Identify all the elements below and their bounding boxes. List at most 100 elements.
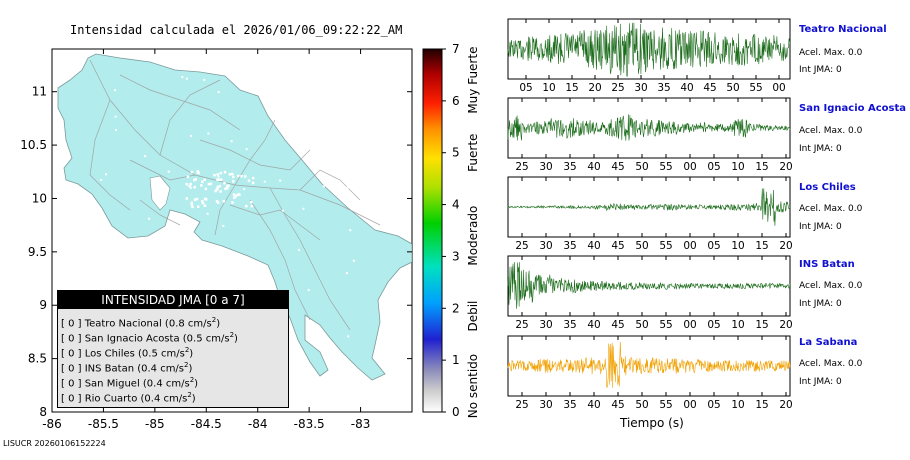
map-y-tick-label: 10 xyxy=(32,191,47,205)
seismogram-panel: 25 30 35 40 45 50 55 00 05 10 15 20 xyxy=(507,176,793,252)
station-int: Int JMA: 0 xyxy=(799,65,842,75)
town-marker xyxy=(281,209,284,212)
panel-tick-label: 30 xyxy=(539,240,552,252)
town-marker xyxy=(114,115,117,118)
town-marker xyxy=(114,89,117,92)
town-marker xyxy=(189,182,192,186)
legend-row-sup: 2 xyxy=(187,391,192,399)
colorbar-tick-label: 2 xyxy=(452,301,460,315)
panel-tick-label: 35 xyxy=(563,399,576,411)
town-marker xyxy=(185,77,188,80)
town-marker xyxy=(206,212,209,215)
legend-row-sup: 2 xyxy=(211,316,217,324)
town-marker xyxy=(191,205,194,209)
map-x-tick-label: -83.5 xyxy=(294,417,325,431)
panel-tick-label: 50 xyxy=(635,319,648,331)
town-marker xyxy=(213,173,216,177)
town-marker xyxy=(196,170,200,173)
legend-row-suffix: ) xyxy=(189,348,194,360)
station-int: Int JMA: 0 xyxy=(799,377,842,387)
panel-tick-label: 50 xyxy=(635,161,648,173)
legend-row: [ 0 ] San Miguel (0.4 cm/s2) xyxy=(61,376,198,389)
panel-frame xyxy=(507,335,791,397)
town-marker xyxy=(190,203,194,206)
panel-tick-label: 35 xyxy=(563,161,576,173)
colorbar-category-label: Debil xyxy=(466,301,480,332)
panel-tick-label: 15 xyxy=(755,161,768,173)
panel-tick-label: 25 xyxy=(515,319,528,331)
town-marker xyxy=(114,128,117,131)
panel-tick-label: 45 xyxy=(703,82,716,94)
panel-tick-label: 05 xyxy=(707,399,720,411)
town-marker xyxy=(200,184,203,187)
town-marker xyxy=(207,132,210,135)
panel-tick-label: 00 xyxy=(683,399,696,411)
map-x-tick-label: -85.5 xyxy=(88,417,119,431)
town-marker xyxy=(190,134,193,137)
town-marker xyxy=(214,189,217,193)
town-marker xyxy=(196,205,200,208)
legend-row-suffix: ) xyxy=(234,333,238,345)
town-marker xyxy=(217,91,220,94)
panel-tick-label: 25 xyxy=(515,399,528,411)
map-x-tick-label: -86 xyxy=(42,417,62,431)
town-marker xyxy=(201,201,205,205)
panel-tick-label: 35 xyxy=(563,319,576,331)
map-axes: -86 -85.5 -85 -84.5 -84 -83.5 -83 11 10.5 10 9.5 9 8… xyxy=(20,49,412,431)
town-marker xyxy=(372,225,375,228)
station-name: INS Batan xyxy=(799,259,855,270)
town-marker xyxy=(190,170,194,174)
town-marker xyxy=(281,113,284,116)
panel-tick-label: 55 xyxy=(659,319,672,331)
legend-row-sup: 2 xyxy=(189,376,195,384)
panel-tick-label: 20 xyxy=(588,82,601,94)
legend-row-text: [ 0 ] INS Batan (0.4 cm/s xyxy=(61,363,185,375)
town-marker xyxy=(279,179,282,182)
panel-tick-label: 30 xyxy=(539,161,552,173)
town-marker xyxy=(349,229,352,232)
panel-tick-label: 25 xyxy=(515,240,528,252)
town-marker xyxy=(232,193,236,196)
panel-tick-label: 15 xyxy=(755,399,768,411)
town-marker xyxy=(226,186,229,190)
legend-header: INTENSIDAD JMA [0 a 7] xyxy=(58,291,288,309)
town-marker xyxy=(244,175,247,178)
town-marker xyxy=(240,174,243,178)
colorbar-category-label: No sentido xyxy=(466,354,480,418)
town-marker xyxy=(249,200,253,204)
panel-frame xyxy=(507,255,791,317)
panel-tick-label: 50 xyxy=(635,240,648,252)
legend-row: [ 0 ] INS Batan (0.4 cm/s2) xyxy=(61,361,192,374)
panel-tick-label: 10 xyxy=(731,399,744,411)
footer-id: LISUCR 20260106152224 xyxy=(3,439,106,448)
panel-tick-label: 00 xyxy=(683,319,696,331)
panel-tick-label: 45 xyxy=(611,240,624,252)
town-marker xyxy=(237,193,240,196)
town-marker xyxy=(351,99,354,102)
town-marker xyxy=(237,174,240,178)
panel-tick-label: 10 xyxy=(731,319,744,331)
map-y-tick-label: 11 xyxy=(32,85,47,99)
station-acel: Acel. Max. 0.0 xyxy=(799,359,863,369)
map-x-tick-label: -84 xyxy=(248,417,268,431)
panel-tick-label: 45 xyxy=(611,399,624,411)
town-marker xyxy=(203,204,207,207)
town-marker xyxy=(193,198,197,202)
panel-tick-label: 20 xyxy=(779,240,792,252)
legend-row-suffix: ) xyxy=(188,363,193,375)
legend-row-suffix: ) xyxy=(216,318,221,330)
panel-tick-label: 05 xyxy=(707,319,720,331)
town-marker xyxy=(219,171,223,175)
town-marker xyxy=(243,188,246,191)
town-marker xyxy=(190,201,193,205)
town-marker xyxy=(126,273,129,276)
town-marker xyxy=(230,140,233,143)
town-marker xyxy=(234,266,237,269)
town-marker xyxy=(352,259,355,262)
town-marker xyxy=(196,171,200,174)
town-marker xyxy=(188,184,191,188)
town-marker xyxy=(209,182,213,186)
map-x-tick-label: -84.5 xyxy=(191,417,222,431)
town-marker xyxy=(216,201,220,204)
map-title: Intensidad calculada el 2026/01/06_09:22… xyxy=(70,23,403,37)
